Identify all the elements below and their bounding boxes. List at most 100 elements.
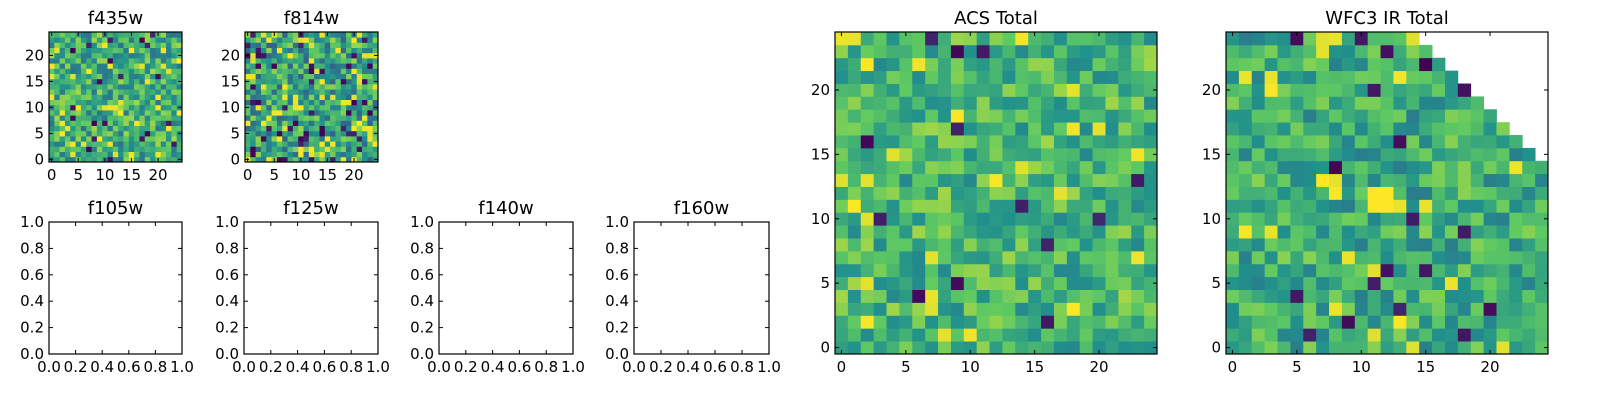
heatmap-cell (64, 99, 71, 106)
heatmap-cell (356, 73, 363, 80)
heatmap-cell (1105, 238, 1119, 252)
heatmap-cell (1483, 250, 1497, 265)
heatmap-cell (1509, 328, 1523, 342)
heatmap-cell (96, 146, 103, 152)
heatmap-cell (1432, 96, 1446, 110)
heatmap-cell (112, 68, 119, 74)
heatmap-cell (1444, 250, 1459, 265)
heatmap-cell (298, 52, 304, 59)
heatmap-cell (155, 58, 162, 64)
heatmap-cell (1509, 276, 1523, 290)
heatmap-cell (912, 109, 926, 123)
heatmap-cell (1354, 225, 1369, 239)
heatmap-cell (59, 104, 66, 111)
heatmap-cell (324, 84, 331, 90)
heatmap-cell (80, 136, 87, 142)
heatmap-cell (314, 32, 320, 38)
x-tick-label: 15 (1416, 358, 1435, 376)
heatmap-cell (303, 110, 310, 116)
heatmap-cell (1406, 122, 1420, 136)
heatmap-cell (351, 89, 358, 95)
heatmap-cell (107, 156, 114, 163)
heatmap-cell (1226, 302, 1240, 316)
heatmap-cell (1079, 315, 1093, 329)
heatmap-cell (1041, 302, 1055, 316)
heatmap-cell (54, 110, 61, 116)
heatmap-cell (1303, 276, 1317, 290)
heatmap-cell (1303, 44, 1317, 59)
heatmap-cell (330, 37, 336, 43)
heatmap-cell (49, 89, 55, 95)
heatmap-cell (155, 37, 162, 43)
heatmap-cell (1535, 289, 1549, 303)
heatmap-cell (1251, 302, 1266, 316)
heatmap-cell (1509, 263, 1523, 278)
heatmap-cell (1079, 250, 1093, 265)
heatmap-cell (1354, 135, 1369, 149)
heatmap-cell (1535, 250, 1549, 265)
heatmap-cell (1041, 225, 1055, 239)
heatmap-cell (171, 99, 178, 106)
heatmap-cell (938, 96, 952, 110)
heatmap-cell (330, 141, 336, 147)
heatmap-cell (144, 32, 151, 38)
heatmap-cell (1393, 328, 1407, 342)
heatmap-cell (298, 151, 304, 158)
heatmap-cell (1444, 315, 1459, 329)
heatmap-cell (1380, 96, 1394, 110)
heatmap-cell (1002, 199, 1016, 213)
heatmap-cell (276, 42, 283, 48)
heatmap-cell (176, 63, 183, 69)
heatmap-cell (118, 99, 124, 106)
heatmap-cell (1092, 57, 1106, 72)
heatmap-cell (1079, 341, 1093, 355)
heatmap-cell (938, 263, 952, 278)
heatmap-cell (1238, 147, 1253, 162)
heatmap-cell (925, 83, 939, 97)
heatmap-cell (59, 63, 66, 69)
heatmap-cell (1432, 238, 1446, 252)
heatmap-cell (303, 68, 310, 74)
heatmap-cell (1251, 276, 1266, 290)
heatmap-cell (245, 68, 251, 74)
heatmap-cell (324, 47, 331, 54)
heatmap-cell (1028, 186, 1042, 200)
heatmap-cell (1419, 289, 1433, 303)
heatmap-cell (1419, 250, 1433, 265)
heatmap-cell (950, 173, 965, 187)
heatmap-cell (139, 99, 146, 106)
heatmap-cell (59, 156, 66, 163)
heatmap-cell (160, 94, 167, 100)
heatmap-cell (282, 52, 288, 59)
heatmap-cell (112, 32, 119, 38)
heatmap-cell (144, 94, 151, 100)
heatmap-cell (255, 94, 262, 100)
heatmap-cell (1238, 250, 1253, 265)
heatmap-cell (1131, 212, 1145, 226)
heatmap-cell (1406, 160, 1420, 175)
heatmap-cell (166, 141, 172, 147)
heatmap-cell (1354, 83, 1369, 97)
heatmap-cell (70, 47, 76, 54)
heatmap-cell (1393, 263, 1407, 278)
heatmap-cell (1053, 302, 1068, 316)
x-tick-label: 0.2 (64, 358, 88, 376)
heatmap-cell (1079, 44, 1093, 59)
heatmap-cell (276, 120, 283, 126)
heatmap-cell (250, 146, 257, 152)
heatmap-cell (989, 302, 1003, 316)
heatmap-cell (155, 42, 162, 48)
heatmap-cell (362, 156, 368, 163)
heatmap-cell (1002, 96, 1016, 110)
heatmap-cell (1380, 289, 1394, 303)
heatmap-cell (1509, 289, 1523, 303)
heatmap-cell (1264, 263, 1278, 278)
heatmap-cell (989, 122, 1003, 136)
heatmap-cell (266, 130, 272, 137)
heatmap-cell (925, 44, 939, 59)
heatmap-cell (139, 42, 146, 48)
heatmap-cell (1015, 96, 1029, 110)
heatmap-cell (49, 42, 55, 48)
heatmap-cell (80, 37, 87, 43)
heatmap-cell (912, 263, 926, 278)
